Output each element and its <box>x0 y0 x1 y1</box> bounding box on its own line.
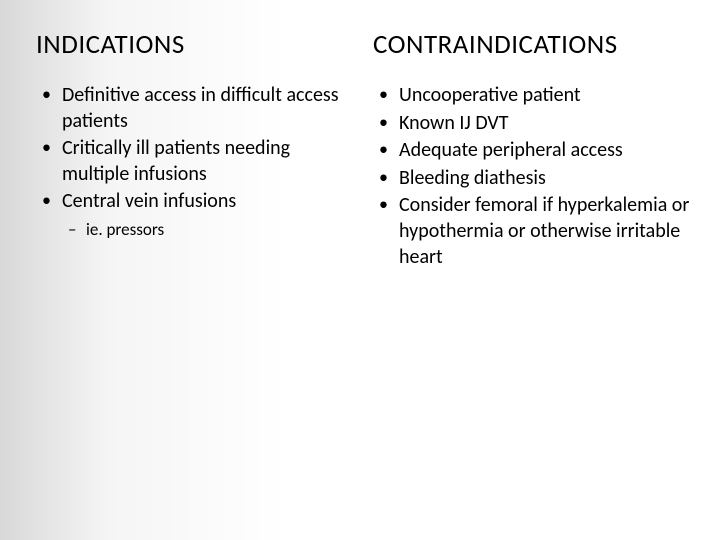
list-item: Definitive access in difficult access pa… <box>36 83 355 134</box>
list-item: Consider femoral if hyperkalemia or hypo… <box>373 193 692 270</box>
right-heading: CONTRAINDICATIONS <box>373 28 692 61</box>
list-item-text: Central vein infusions <box>62 189 236 213</box>
list-item: Central vein infusions ie. pressors <box>36 189 355 241</box>
list-item-text: Definitive access in difficult access pa… <box>62 83 339 133</box>
list-item: Bleeding diathesis <box>373 166 692 192</box>
left-heading: INDICATIONS <box>36 28 355 61</box>
list-item: Critically ill patients needing multiple… <box>36 136 355 187</box>
list-item-text: Critically ill patients needing multiple… <box>62 136 290 186</box>
sub-list: ie. pressors <box>62 219 355 241</box>
list-item-text: Adequate peripheral access <box>399 138 623 162</box>
list-item: Adequate peripheral access <box>373 138 692 164</box>
list-item-text: Uncooperative patient <box>399 83 581 107</box>
list-item-text: Consider femoral if hyperkalemia or hypo… <box>399 193 689 268</box>
left-list: Definitive access in difficult access pa… <box>36 83 355 241</box>
list-item-text: Bleeding diathesis <box>399 166 546 190</box>
list-item: Known IJ DVT <box>373 111 692 137</box>
left-column: INDICATIONS Definitive access in difficu… <box>36 28 355 272</box>
two-column-layout: INDICATIONS Definitive access in difficu… <box>36 28 692 272</box>
sub-list-item-text: ie. pressors <box>86 219 164 240</box>
right-column: CONTRAINDICATIONS Uncooperative patient … <box>373 28 692 272</box>
list-item-text: Known IJ DVT <box>399 111 508 135</box>
right-list: Uncooperative patient Known IJ DVT Adequ… <box>373 83 692 270</box>
list-item: Uncooperative patient <box>373 83 692 109</box>
sub-list-item: ie. pressors <box>62 219 355 241</box>
